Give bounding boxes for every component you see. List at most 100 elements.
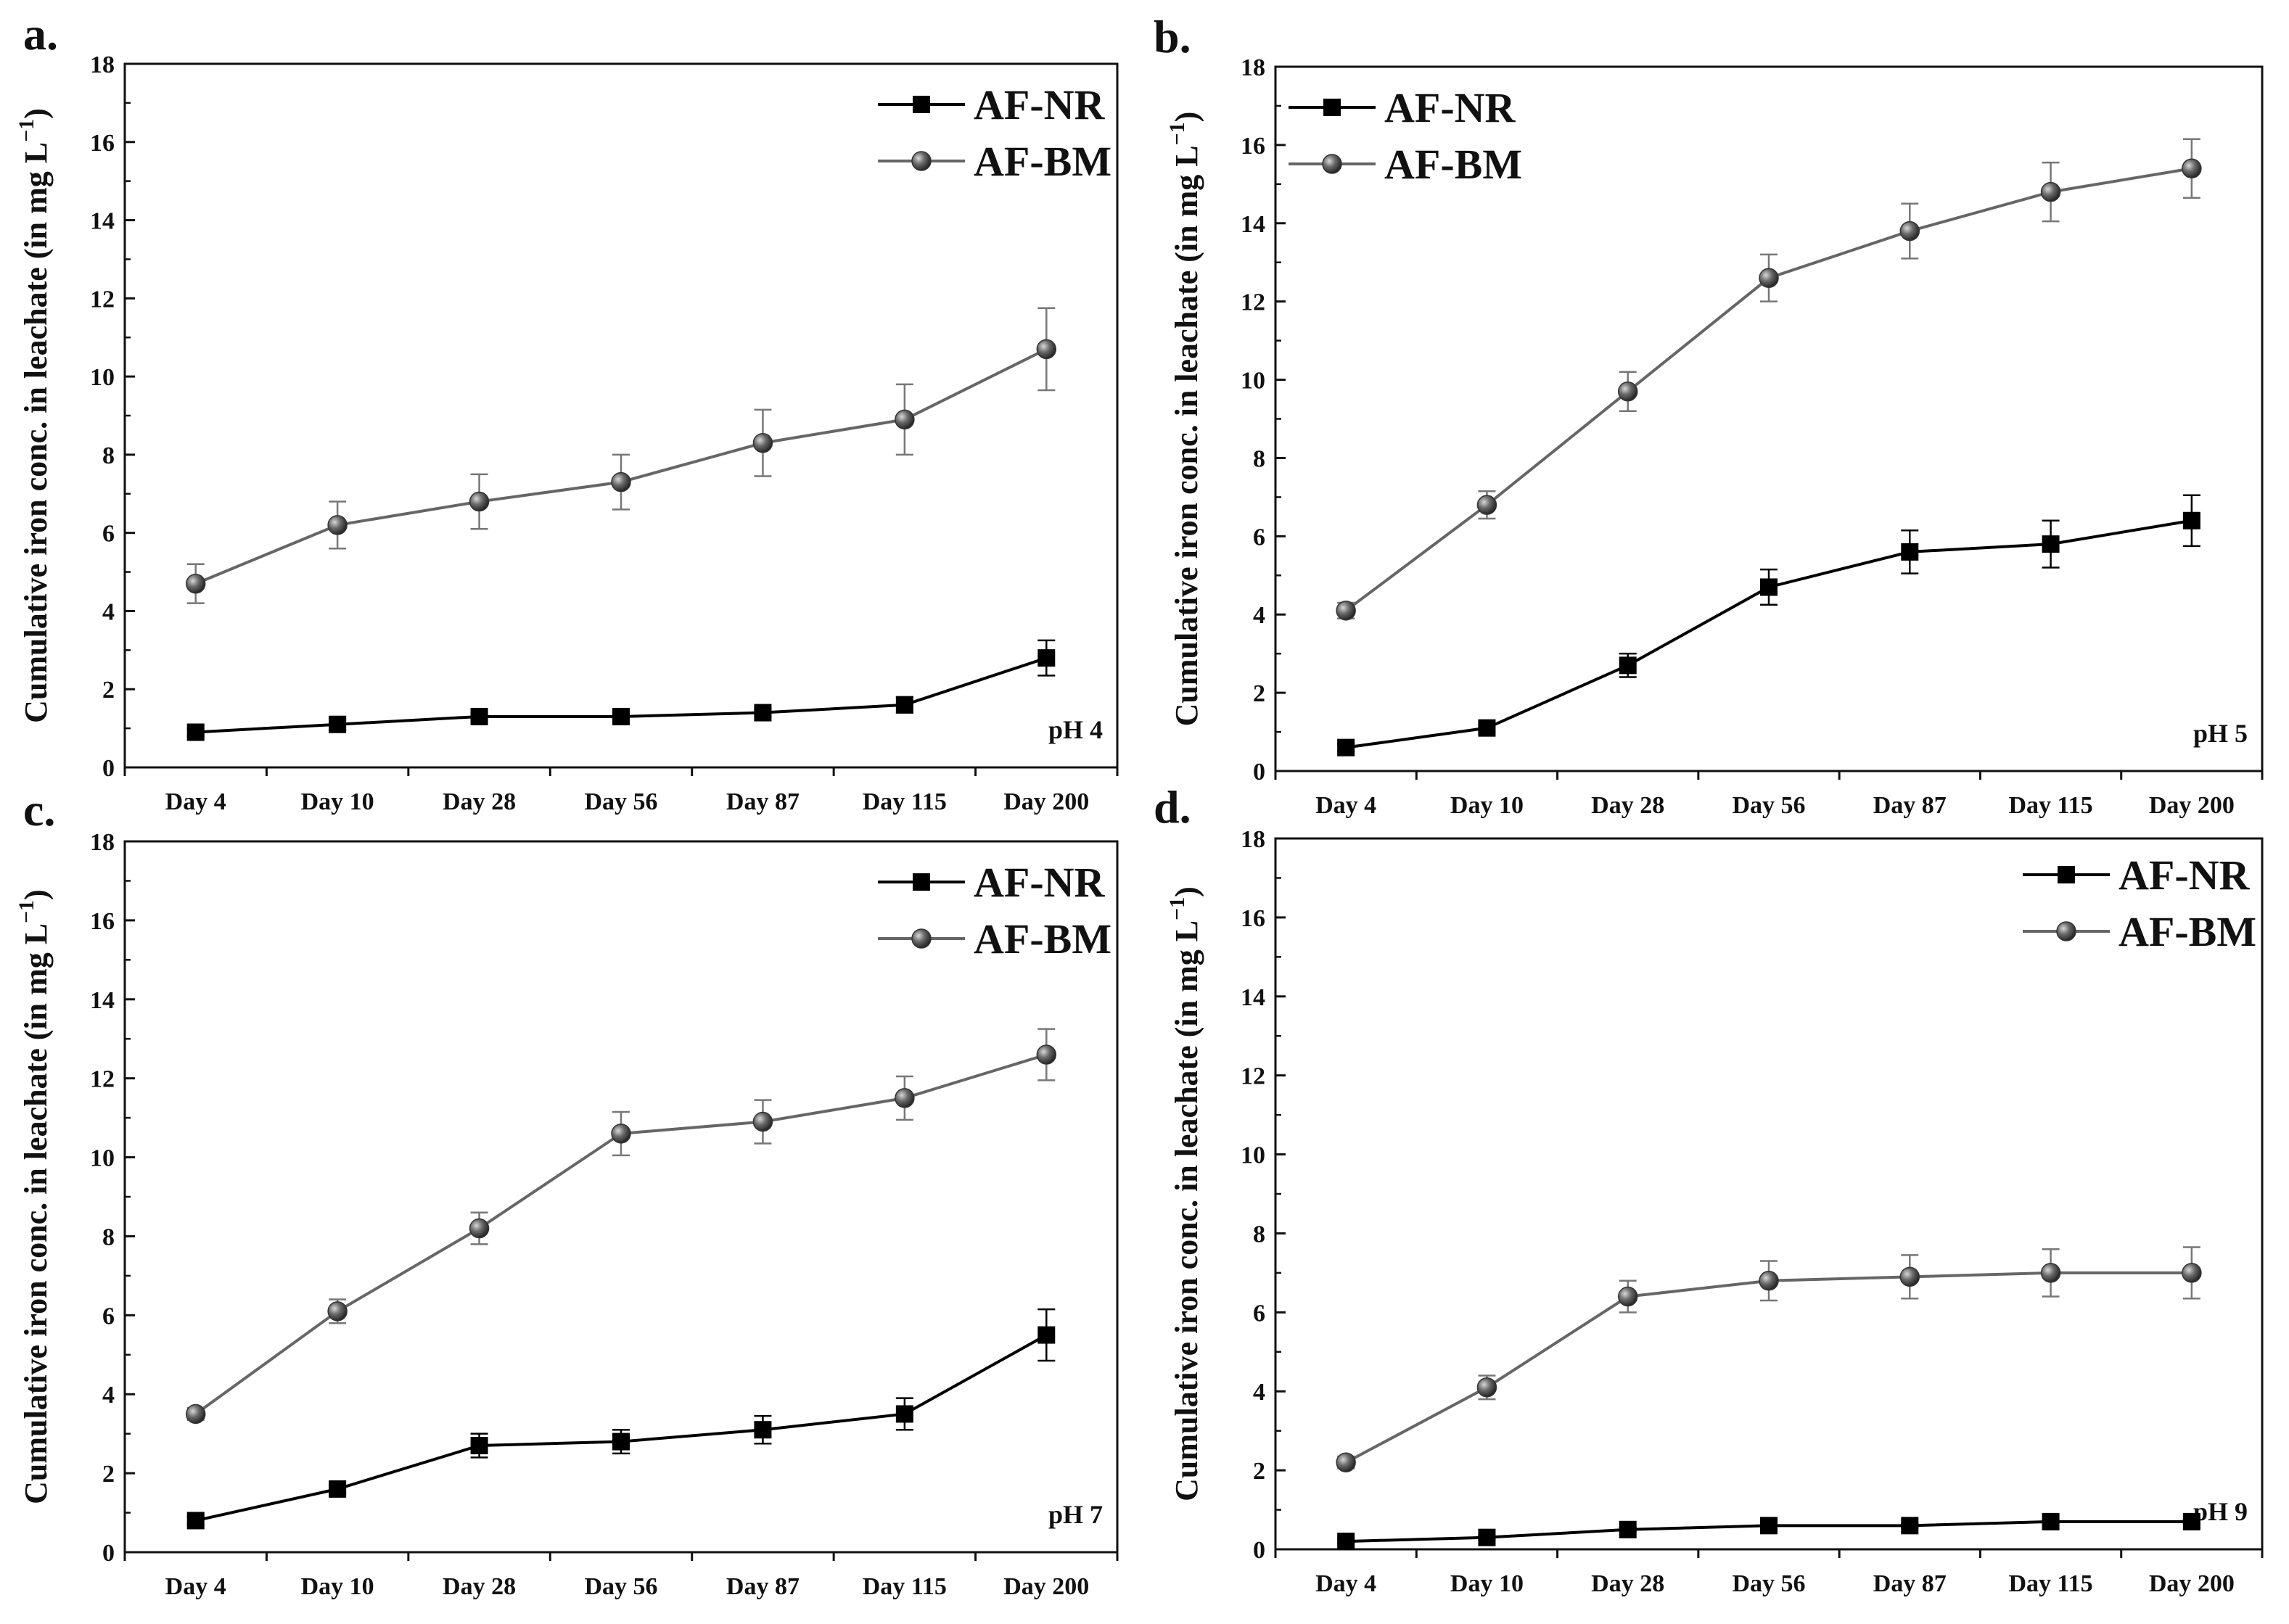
x-category-label: Day 115 (863, 788, 947, 815)
y-tick-label: 2 (102, 677, 115, 704)
data-point (186, 1512, 205, 1530)
panel-label: d. (1154, 781, 1191, 833)
x-category-label: Day 115 (2008, 1570, 2092, 1597)
y-tick-label: 8 (102, 442, 115, 469)
y-tick-label: 14 (90, 987, 115, 1014)
x-category-label: Day 87 (1873, 1570, 1947, 1597)
x-category-label: Day 56 (1732, 1570, 1805, 1597)
series-af-nr (1337, 1512, 2200, 1551)
data-point (754, 704, 772, 722)
y-tick-label: 14 (90, 208, 115, 235)
legend-marker-sphere (2056, 921, 2076, 941)
series-af-bm (1336, 138, 2202, 621)
legend: AF-NR AF-BM (2023, 852, 2256, 955)
legend-label: AF-NR (974, 859, 1106, 906)
y-tick-label: 12 (90, 286, 115, 313)
series-af-bm (185, 307, 1057, 604)
data-point (469, 491, 490, 512)
y-tick-label: 10 (1241, 1142, 1265, 1169)
y-tick-label: 6 (102, 1303, 115, 1330)
legend-marker-square (913, 96, 930, 113)
chart-panel-d: 0 2 4 6 8 10 12 14 16 18 Day 4 Day 10 Day 28 Day 56 Da… (1154, 781, 2264, 1597)
data-point (1337, 1533, 1355, 1551)
data-point (1617, 381, 1638, 402)
data-point (1617, 1286, 1638, 1307)
x-category-label: Day 200 (1003, 788, 1089, 815)
legend-label: AF-NR (1384, 84, 1516, 131)
data-point (327, 515, 348, 535)
y-axis-label: Cumulative iron conc. in leachate (in mg… (1165, 886, 1204, 1501)
data-point (752, 432, 773, 453)
data-point (1759, 268, 1779, 289)
panel-label: b. (1154, 11, 1191, 62)
x-category-label: Day 4 (165, 1573, 226, 1600)
legend-label: AF-BM (974, 915, 1111, 963)
data-point (186, 723, 205, 741)
y-tick-label: 6 (102, 521, 115, 548)
y-tick-label: 18 (1241, 826, 1265, 853)
y-tick-label: 4 (1253, 1379, 1265, 1406)
x-category-label: Day 56 (1732, 792, 1805, 819)
data-point (895, 696, 913, 714)
ph-annotation: pH 4 (1048, 715, 1103, 744)
x-category-label: Day 87 (726, 788, 800, 815)
chart-panel-a: 0 2 4 6 8 10 12 14 16 18 Day 4 Day 10 Day 28 Day 56 Da… (15, 8, 1119, 815)
series-af-nr (186, 1308, 1056, 1530)
data-point (185, 573, 206, 594)
chart-panel-c: 0 2 4 6 8 10 12 14 16 18 Day 4 Day 10 Day 28 Day 56 Da… (15, 784, 1119, 1600)
x-category-label: Day 200 (2149, 792, 2235, 819)
y-tick-label: 0 (1253, 759, 1265, 786)
data-point (470, 707, 488, 725)
data-point (1760, 1517, 1778, 1535)
x-category-label: Day 10 (1450, 1570, 1524, 1597)
y-tick-label: 18 (90, 829, 115, 856)
legend-marker-square (913, 873, 930, 891)
data-point (1760, 578, 1778, 596)
y-tick-label: 16 (1241, 905, 1265, 932)
data-point (1478, 1528, 1496, 1546)
data-point (1478, 719, 1496, 737)
data-point (1337, 738, 1355, 757)
series-line (1344, 167, 2193, 612)
data-point (470, 1437, 488, 1454)
legend-label: AF-NR (974, 81, 1106, 128)
panel-label: c. (23, 784, 55, 836)
y-tick-label: 6 (1253, 524, 1265, 551)
legend-label: AF-BM (2119, 908, 2256, 955)
data-point (185, 1404, 206, 1425)
data-point (1476, 495, 1497, 515)
data-point (612, 1433, 630, 1451)
y-tick-label: 12 (1241, 1063, 1265, 1090)
data-point (2042, 1512, 2060, 1530)
data-point (754, 1421, 772, 1439)
data-point (2042, 535, 2060, 553)
data-point (1037, 1326, 1056, 1344)
y-tick-label: 0 (102, 1540, 115, 1567)
legend: AF-NR AF-BM (1289, 84, 1522, 188)
y-axis-label: Cumulative iron conc. in leachate (in mg… (1165, 112, 1204, 727)
y-tick-label: 0 (1253, 1537, 1265, 1564)
data-point (1036, 1044, 1057, 1065)
x-category-label: Day 4 (1315, 792, 1376, 819)
y-tick-label: 10 (1241, 368, 1265, 395)
data-point (329, 1480, 347, 1498)
y-tick-label: 8 (102, 1224, 115, 1250)
data-point (2182, 1263, 2202, 1283)
x-category-label: Day 28 (443, 788, 516, 815)
ph-annotation: pH 7 (1048, 1500, 1103, 1529)
y-tick-label: 18 (1241, 54, 1265, 81)
data-point (1036, 339, 1057, 360)
series-af-bm (1336, 1246, 2202, 1472)
legend-marker-sphere (1322, 154, 1342, 174)
data-point (1336, 1452, 1356, 1472)
data-point (1619, 1520, 1637, 1538)
x-category-label: Day 28 (443, 1573, 516, 1600)
data-point (329, 715, 347, 733)
x-category-label: Day 4 (165, 788, 226, 815)
data-point (1759, 1271, 1779, 1291)
y-tick-label: 18 (90, 51, 115, 78)
x-category-label: Day 115 (863, 1573, 947, 1600)
x-category-label: Day 10 (301, 788, 374, 815)
series-line (1345, 519, 2193, 749)
